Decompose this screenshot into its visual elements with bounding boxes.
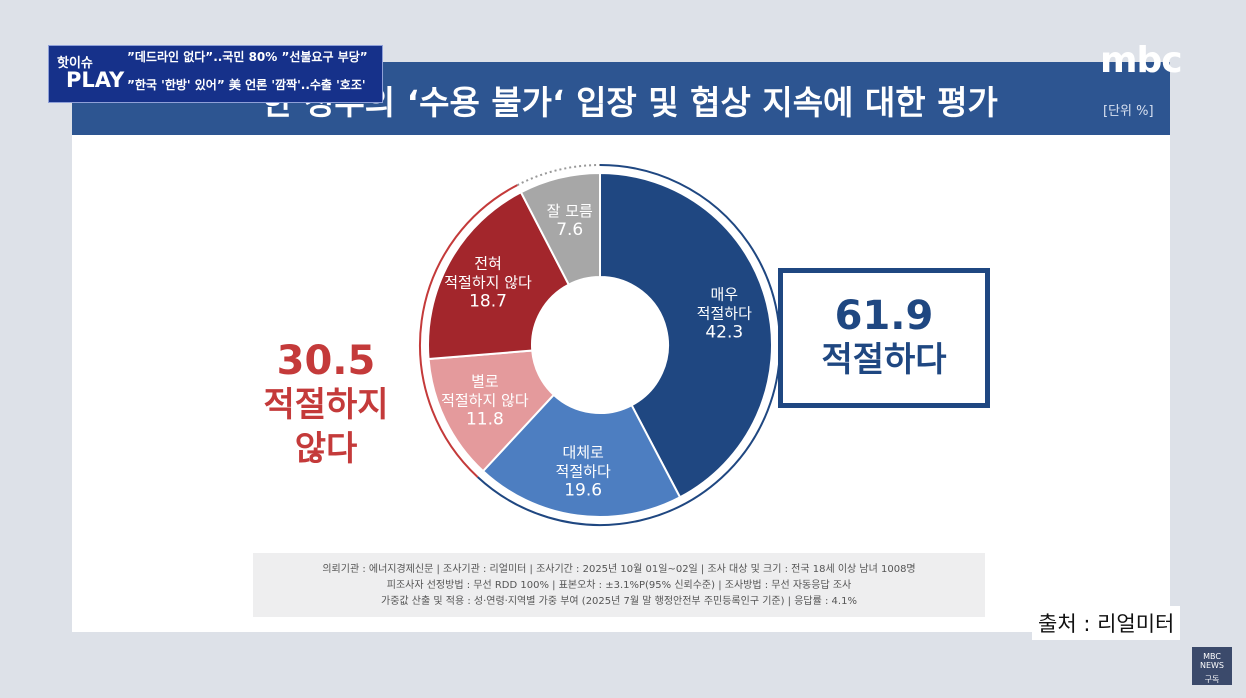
footnote-line: 의뢰기관 : 에너지경제신문 | 조사기관 : 리얼미터 | 조사기간 : 20… bbox=[322, 564, 916, 575]
unit: [단위 %] bbox=[1103, 104, 1154, 119]
slice-label: 잘 모름 7.6 bbox=[547, 202, 593, 240]
pie-slice bbox=[599, 171, 773, 499]
guide-arc bbox=[419, 184, 518, 478]
slice-value: 19.6 bbox=[564, 480, 603, 501]
ticker-line: ”데드라인 없다”..국민 80% ”선불요구 부당” bbox=[127, 50, 368, 64]
ticker-line: ”한국 '한방' 있어” 美 언론 '깜짝'..수출 '호조' bbox=[127, 78, 366, 92]
summary-value: 61.9 bbox=[834, 293, 934, 339]
summary: 30.5 적절하지 않다 bbox=[263, 339, 388, 471]
slice-label: 별로 적절하지 않다 11.8 bbox=[441, 372, 529, 429]
corner-action: 구독 bbox=[1204, 675, 1220, 684]
slice-value: 42.3 bbox=[705, 322, 744, 343]
slice-label: 전혀 적절하지 않다 18.7 bbox=[444, 254, 532, 311]
pie-slice bbox=[481, 393, 682, 518]
slice-value: 11.8 bbox=[465, 409, 504, 430]
chart-title: 한 정부의 ‘수용 불가‘ 입장 및 협상 지속에 대한 평가 bbox=[262, 83, 998, 122]
corner-brand: MBC NEWS bbox=[1199, 652, 1225, 670]
source: 출처 : 리얼미터 bbox=[1032, 606, 1181, 640]
logo: mbc bbox=[1100, 40, 1183, 81]
summary-label: 적절하지 않다 bbox=[263, 385, 389, 469]
slice-value: 18.7 bbox=[469, 291, 507, 312]
slice-value: 7.6 bbox=[556, 219, 584, 240]
summary-box bbox=[778, 268, 990, 408]
slice-label: 매우 적절하다 42.3 bbox=[697, 286, 752, 343]
summary-label: 적절하다 bbox=[821, 340, 947, 380]
pie-slice bbox=[427, 190, 571, 361]
slice-label: 대체로 적절하다 19.6 bbox=[556, 443, 611, 500]
summary-value: 30.5 bbox=[276, 338, 376, 384]
slice-category: 대체로 적절하다 bbox=[555, 443, 611, 481]
pie-slice bbox=[519, 171, 601, 286]
slice-category: 잘 모름 bbox=[546, 201, 593, 220]
slice-category: 매우 적절하다 bbox=[696, 285, 752, 323]
footnote-box bbox=[253, 553, 985, 617]
corner-badge bbox=[1192, 647, 1232, 685]
footnote-line: 가중값 산출 및 적용 : 성·연령·지역별 가중 부여 (2025년 7월 말… bbox=[381, 596, 857, 607]
slice-category: 별로 적절하지 않다 bbox=[441, 372, 529, 410]
ticker-badge: PLAY bbox=[66, 68, 125, 92]
ticker bbox=[48, 45, 383, 103]
ticker-badge: 핫이슈 bbox=[57, 56, 93, 71]
guide-arc bbox=[476, 164, 781, 526]
slice-category: 전혀 적절하지 않다 bbox=[444, 254, 532, 292]
footnote: 의뢰기관 : 에너지경제신문 | 조사기관 : 리얼미터 | 조사기간 : 20… bbox=[253, 562, 985, 610]
summary: 61.9 적절하다 bbox=[821, 294, 946, 382]
footnote-line: 피조사자 선정방법 : 무선 RDD 100% | 표본오차 : ±3.1%P(… bbox=[386, 580, 852, 591]
